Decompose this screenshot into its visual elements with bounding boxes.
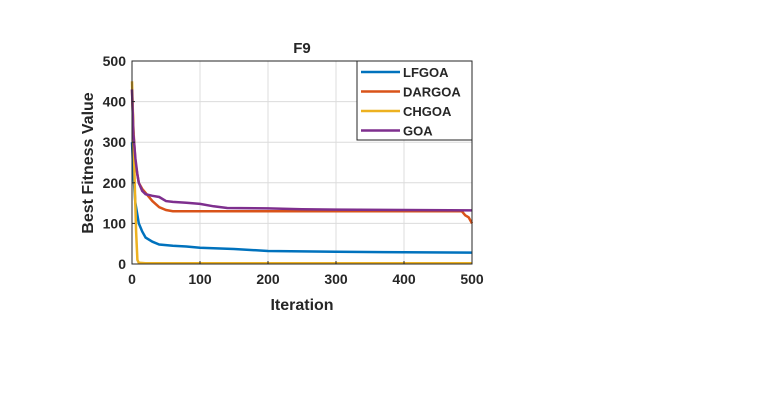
legend-label: LFGOA [403,65,449,80]
series-line-lfgoa [130,142,473,254]
chart-title: F9 [293,40,311,57]
legend-box [356,60,473,141]
y-tick-label: 500 [103,53,127,69]
ticks: 0 100 200 300 400 500 0 100 200 300 400 500 [103,53,484,287]
x-tick-label: 400 [392,271,416,287]
legend-label: CHGOA [403,104,452,119]
x-tick-label: 100 [188,271,212,287]
x-tick-label: 0 [128,271,136,287]
axes-box [131,60,473,265]
y-tick-label: 100 [103,215,127,231]
legend: LFGOA DARGOA CHGOA GOA [356,60,473,141]
legend-label: GOA [403,124,433,139]
y-tick-label: 200 [103,175,127,191]
y-axis-label: Best Fitness Value [80,92,97,233]
x-axis-label: Iteration [270,297,333,314]
series-line-goa [130,89,473,212]
x-tick-label: 300 [324,271,348,287]
series-lines [130,81,474,265]
x-tick-label: 500 [460,271,484,287]
y-tick-label: 300 [103,134,127,150]
x-tick-label: 200 [256,271,280,287]
y-tick-label: 400 [103,94,127,110]
legend-label: DARGOA [403,85,461,100]
y-tick-label: 0 [118,256,126,272]
